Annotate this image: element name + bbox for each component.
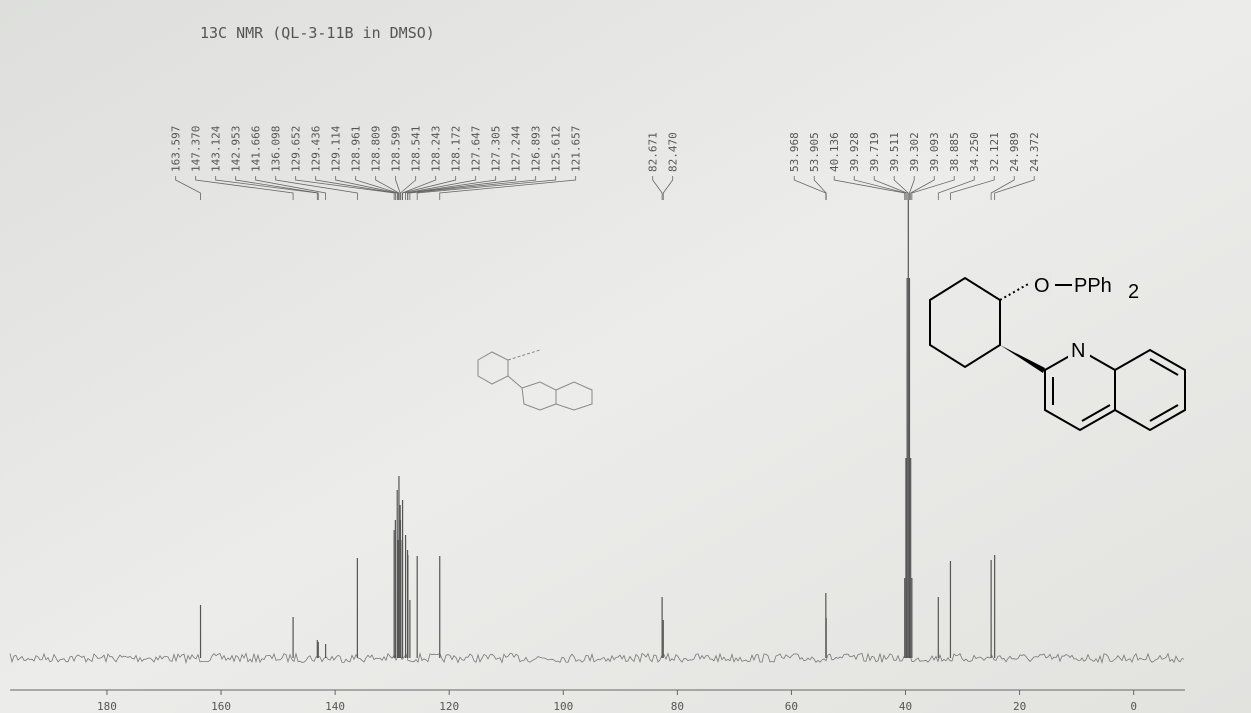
peak-label: 143.124 bbox=[210, 125, 223, 172]
double-bond bbox=[1081, 404, 1111, 422]
x-tick-label: 0 bbox=[1130, 700, 1137, 713]
peak-label: 39.511 bbox=[888, 132, 901, 172]
peak-label-connector bbox=[893, 176, 909, 200]
peak-label: 40.136 bbox=[828, 132, 841, 172]
peak-label-connector bbox=[255, 176, 327, 200]
wedge-bond bbox=[1000, 345, 1045, 373]
peak-label-connector bbox=[409, 176, 537, 200]
peak-label: 127.305 bbox=[490, 126, 503, 172]
peak-label-connector bbox=[295, 176, 395, 200]
peak-label-connector bbox=[833, 176, 906, 200]
peak-label: 39.093 bbox=[928, 132, 941, 172]
x-tick-label: 160 bbox=[211, 700, 231, 713]
peak-label: 128.809 bbox=[370, 126, 383, 172]
double-bond bbox=[1149, 358, 1179, 376]
x-tick-label: 140 bbox=[325, 700, 345, 713]
peak-label-connector bbox=[215, 176, 318, 200]
peak-label: 136.098 bbox=[270, 126, 283, 172]
x-tick-label: 60 bbox=[785, 700, 798, 713]
peak-label-connector bbox=[652, 176, 663, 200]
peak-label-connector bbox=[275, 176, 358, 200]
peak-label-connector bbox=[439, 176, 577, 200]
x-tick-label: 100 bbox=[553, 700, 573, 713]
peak-label: 126.893 bbox=[530, 126, 543, 172]
peak-label: 128.961 bbox=[350, 126, 363, 172]
peak-label: 127.647 bbox=[470, 126, 483, 172]
peak-label-connector bbox=[375, 176, 400, 200]
peak-label: 129.652 bbox=[290, 126, 303, 172]
peak-label-connector bbox=[662, 176, 674, 200]
peak-label: 129.436 bbox=[310, 126, 323, 172]
peak-label-connector bbox=[355, 176, 399, 200]
peak-label-connector bbox=[402, 176, 457, 200]
peak-label: 39.928 bbox=[848, 132, 861, 172]
baseline-noise bbox=[9, 652, 1185, 665]
peak-label-connector bbox=[813, 176, 827, 200]
x-tick-label: 20 bbox=[1013, 700, 1026, 713]
peak-label: 82.671 bbox=[647, 132, 660, 172]
peak-label: 129.114 bbox=[330, 125, 343, 172]
x-tick-label: 80 bbox=[671, 700, 684, 713]
x-tick-label: 120 bbox=[439, 700, 459, 713]
peak-label: 141.666 bbox=[250, 126, 263, 172]
peak-label: 38.885 bbox=[948, 132, 961, 172]
peak-label-connector bbox=[853, 176, 907, 200]
peak-label-connector bbox=[315, 176, 396, 200]
peak-label: 128.243 bbox=[430, 126, 443, 172]
peak-label-connector bbox=[909, 176, 915, 200]
peak-label: 127.244 bbox=[510, 125, 523, 172]
peak-label-connector bbox=[990, 176, 1015, 200]
peak-label: 34.250 bbox=[968, 132, 981, 172]
structure-label: N bbox=[1071, 340, 1085, 362]
peak-label-connector bbox=[910, 176, 935, 200]
peak-label: 125.612 bbox=[550, 126, 563, 172]
peak-label-connector bbox=[407, 176, 517, 200]
peak-label-connector bbox=[416, 176, 557, 200]
peak-label: 53.968 bbox=[788, 132, 801, 172]
double-bond bbox=[1149, 404, 1179, 422]
peak-label: 128.541 bbox=[410, 126, 423, 172]
peak-label-connector bbox=[175, 176, 201, 200]
peak-label-connector bbox=[335, 176, 398, 200]
peak-label: 24.372 bbox=[1028, 132, 1041, 172]
chemical-structure: O PPh 2 N bbox=[929, 272, 1186, 432]
peak-label-connector bbox=[950, 176, 995, 200]
peak-label-connector bbox=[195, 176, 294, 200]
peak-label-connector bbox=[405, 176, 477, 200]
chart-title: 13C NMR (QL-3-11B in DMSO) bbox=[200, 24, 435, 42]
peak-label: 147.370 bbox=[190, 126, 203, 172]
peak-label: 32.121 bbox=[988, 132, 1001, 172]
peak-label-connector bbox=[235, 176, 319, 200]
peak-label-connector bbox=[937, 176, 975, 200]
hashed-bond bbox=[999, 282, 1031, 301]
peak-label: 24.989 bbox=[1008, 132, 1021, 172]
peak-label-connector bbox=[911, 176, 955, 200]
structure-label: 2 bbox=[1128, 281, 1139, 303]
peak-label: 82.470 bbox=[667, 132, 680, 172]
label-mask bbox=[1068, 338, 1090, 360]
peak-label: 53.905 bbox=[808, 132, 821, 172]
peak-label: 121.657 bbox=[570, 126, 583, 172]
peak-label: 163.597 bbox=[170, 126, 183, 172]
label-mask bbox=[1030, 272, 1052, 296]
x-tick-label: 180 bbox=[97, 700, 117, 713]
peak-label: 128.172 bbox=[450, 126, 463, 172]
peak-label: 128.599 bbox=[390, 126, 403, 172]
x-tick-label: 40 bbox=[899, 700, 912, 713]
peak-label-connector bbox=[401, 176, 437, 200]
peak-label: 39.719 bbox=[868, 132, 881, 172]
peak-label-connector bbox=[400, 176, 417, 200]
handwritten-sketch bbox=[477, 349, 593, 411]
peak-label: 142.953 bbox=[230, 126, 243, 172]
structure-label: O bbox=[1034, 275, 1050, 297]
structure-label: PPh bbox=[1074, 275, 1112, 297]
benzene-ring bbox=[1114, 348, 1186, 432]
peak-label: 39.302 bbox=[908, 132, 921, 172]
peak-label-connector bbox=[994, 176, 1035, 200]
peak-label-connector bbox=[873, 176, 908, 200]
